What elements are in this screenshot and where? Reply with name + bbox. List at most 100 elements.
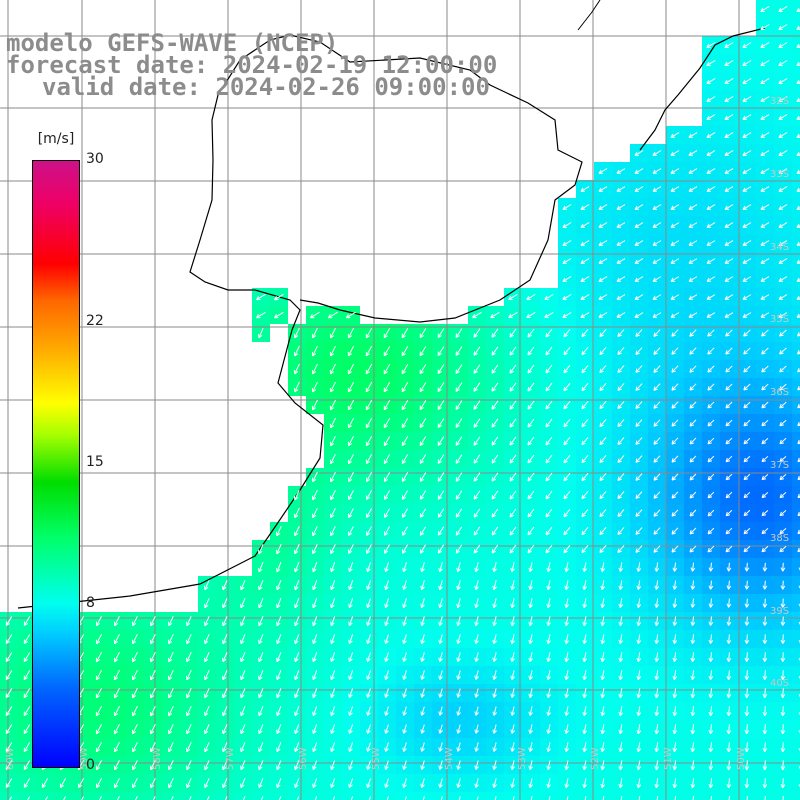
wind-speed-cell	[396, 792, 414, 800]
wind-arrow	[581, 508, 589, 518]
wind-arrow	[600, 616, 606, 627]
wind-arrow	[401, 418, 409, 429]
wind-arrow	[671, 365, 679, 373]
wind-arrow	[278, 796, 282, 800]
wind-arrow	[329, 399, 336, 411]
wind-arrow	[688, 222, 698, 228]
wind-arrow	[330, 670, 336, 681]
wind-speed-cell	[486, 792, 504, 800]
wind-arrow	[656, 796, 659, 800]
wind-arrow	[527, 418, 535, 428]
wind-arrow	[689, 401, 697, 409]
wind-arrow	[778, 204, 788, 210]
wind-arrow	[383, 436, 391, 447]
wind-arrow	[672, 688, 678, 699]
wind-arrow	[528, 652, 533, 663]
wind-arrow	[689, 527, 697, 535]
wind-arrow	[509, 364, 517, 374]
wind-arrow	[383, 454, 391, 465]
wind-arrow	[402, 634, 407, 645]
wind-arrow	[186, 652, 192, 663]
latitude-label: 37S	[770, 460, 789, 471]
wind-arrow	[204, 580, 210, 591]
wind-arrow	[420, 652, 425, 662]
wind-arrow	[725, 455, 733, 463]
wind-arrow	[598, 294, 608, 300]
wind-arrow	[204, 634, 210, 645]
wind-arrow	[366, 760, 372, 770]
wind-arrow	[438, 778, 443, 788]
wind-arrow	[437, 346, 445, 356]
wind-arrow	[690, 580, 696, 590]
wind-arrow	[5, 724, 13, 734]
wind-arrow	[113, 634, 120, 645]
wind-arrow	[778, 78, 788, 84]
wind-arrow	[348, 526, 354, 536]
wind-arrow	[689, 347, 697, 355]
wind-arrow	[473, 436, 481, 446]
wind-arrow	[780, 778, 786, 789]
wind-arrow	[690, 652, 696, 662]
wind-arrow	[654, 670, 660, 681]
wind-arrow	[582, 706, 588, 717]
wind-arrow	[23, 760, 31, 770]
wind-arrow	[563, 382, 571, 392]
wind-arrow	[401, 382, 409, 393]
wind-arrow	[580, 312, 590, 318]
wind-arrow	[778, 294, 788, 300]
wind-arrow	[761, 365, 769, 373]
wind-arrow	[600, 706, 606, 717]
wind-arrow	[602, 796, 605, 800]
wind-arrow	[330, 760, 336, 770]
wind-arrow	[242, 796, 246, 800]
wind-arrow	[761, 527, 769, 535]
wind-arrow	[760, 258, 770, 264]
wind-arrow	[581, 418, 589, 428]
latitude-label: 32S	[770, 96, 789, 107]
wind-arrow	[113, 687, 120, 699]
wind-arrow	[80, 796, 84, 800]
colorbar-tick-label: 0	[86, 757, 95, 773]
wind-arrow	[456, 760, 461, 770]
wind-arrow	[437, 400, 445, 410]
wind-arrow	[779, 492, 787, 499]
wind-arrow	[599, 347, 607, 356]
wind-arrow	[726, 760, 732, 771]
wind-arrow	[761, 347, 769, 355]
wind-arrow	[600, 742, 606, 753]
wind-arrow	[564, 706, 570, 717]
wind-speed-cell	[720, 792, 738, 800]
wind-arrow	[600, 688, 606, 699]
wind-arrow	[366, 580, 372, 591]
wind-arrow	[780, 580, 786, 590]
wind-arrow	[528, 580, 533, 591]
wind-arrow	[708, 580, 714, 590]
wind-arrow	[348, 544, 354, 554]
wind-arrow	[708, 634, 714, 644]
wind-arrow	[347, 454, 354, 465]
wind-arrow	[689, 329, 697, 337]
wind-arrow	[582, 580, 588, 591]
wind-speed-cell	[792, 648, 800, 666]
wind-arrow	[509, 454, 517, 464]
wind-arrow	[420, 688, 425, 698]
wind-arrow	[474, 778, 479, 788]
wind-arrow	[636, 724, 642, 735]
wind-arrow	[473, 544, 481, 554]
wind-arrow	[23, 670, 31, 681]
wind-arrow	[170, 796, 174, 800]
wind-arrow	[582, 742, 588, 753]
wind-arrow	[527, 454, 535, 464]
wind-arrow	[744, 616, 750, 626]
wind-arrow	[258, 670, 264, 681]
wind-arrow	[492, 688, 497, 698]
wind-arrow	[258, 742, 264, 753]
wind-arrow	[365, 363, 373, 375]
wind-arrow	[186, 669, 192, 681]
longitude-label: 55W	[371, 747, 382, 770]
wind-arrow	[492, 652, 497, 662]
wind-arrow	[672, 598, 678, 608]
wind-arrow	[742, 114, 752, 120]
wind-arrow	[168, 634, 174, 645]
wind-speed-cell	[306, 792, 324, 800]
